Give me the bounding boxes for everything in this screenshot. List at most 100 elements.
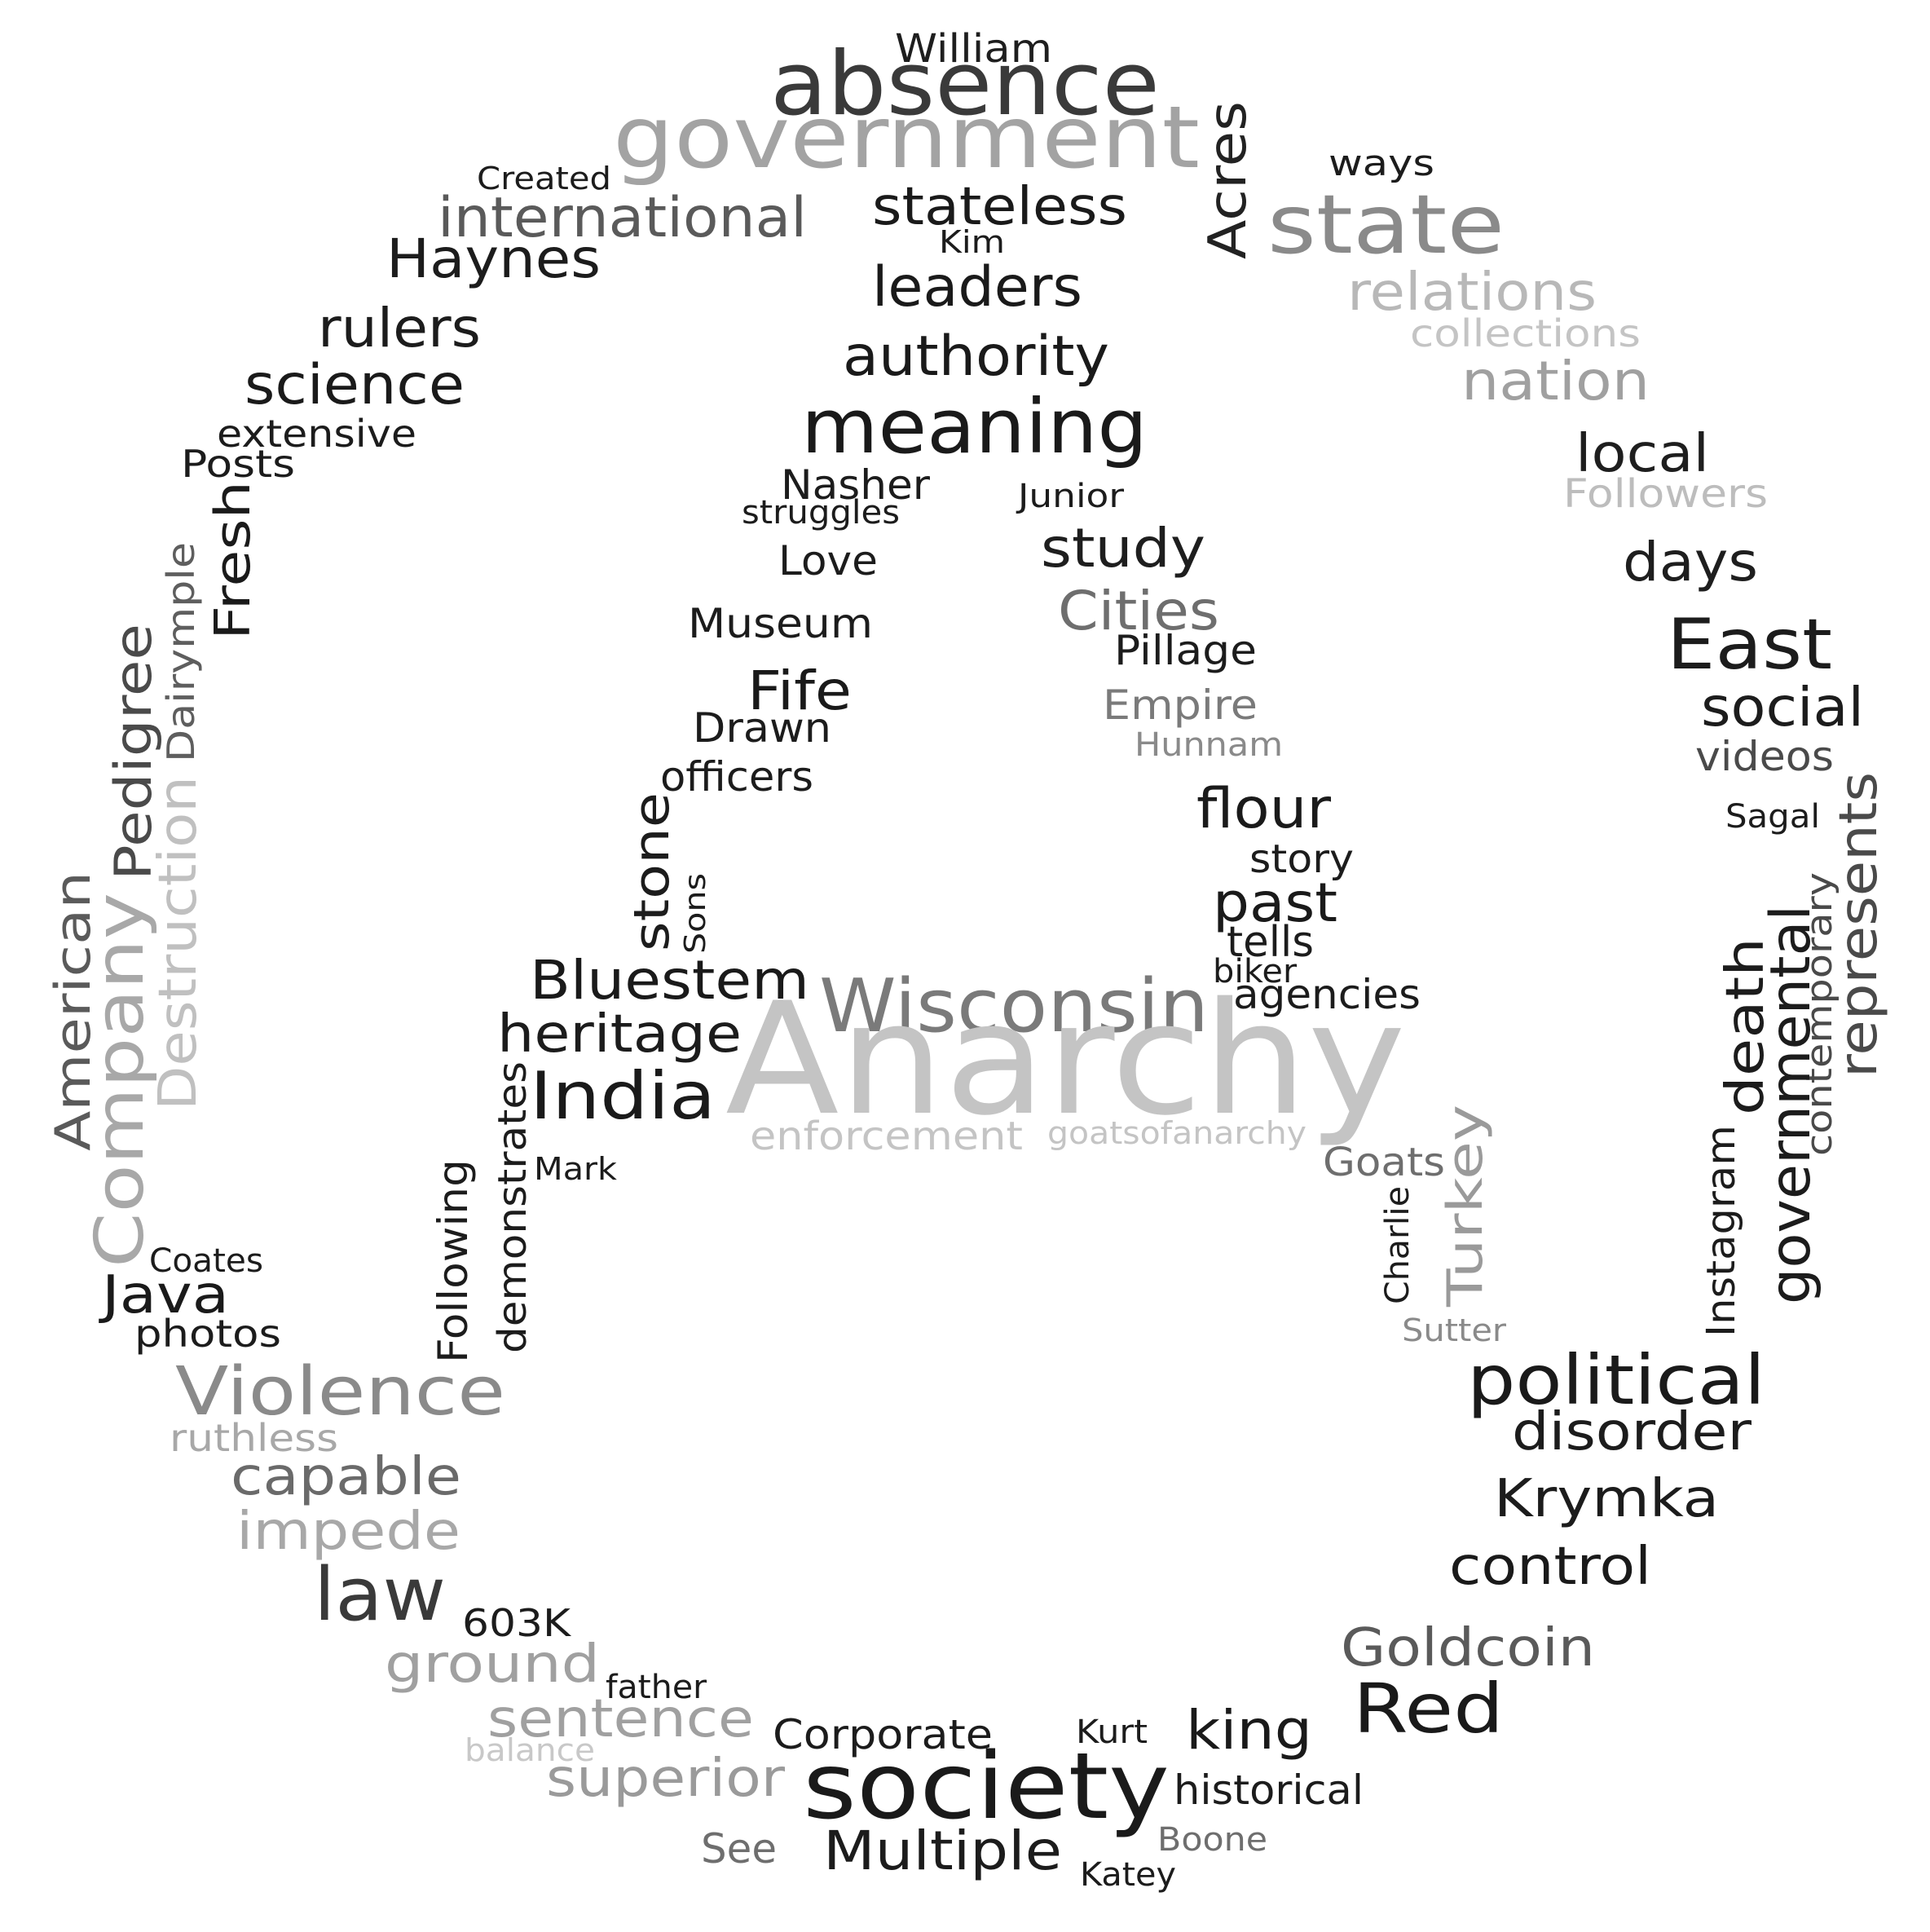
word-collections: collections	[1410, 311, 1641, 355]
word-international: international	[438, 186, 807, 250]
word-hunnam: Hunnam	[1135, 726, 1283, 764]
word-law: law	[314, 1552, 446, 1638]
word-company: Company	[82, 893, 159, 1268]
word-contemporary: contemporary	[1799, 872, 1840, 1156]
word-sutter: Sutter	[1402, 1312, 1506, 1348]
word-king: king	[1186, 1699, 1312, 1762]
word-death: death	[1716, 937, 1776, 1115]
word-american: American	[45, 871, 102, 1151]
word-governmental: governmental	[1759, 905, 1823, 1304]
word-enforcement: enforcement	[750, 1114, 1023, 1159]
word-impede: impede	[236, 1502, 460, 1562]
word-past: past	[1213, 871, 1337, 934]
word-state: state	[1267, 177, 1505, 272]
word-katey: Katey	[1080, 1856, 1176, 1894]
word-fife: Fife	[747, 659, 852, 722]
word-pedigree: Pedigree	[104, 624, 163, 880]
word-ground: ground	[385, 1634, 600, 1695]
word-goldcoin: Goldcoin	[1341, 1618, 1595, 1678]
word-mark: Mark	[534, 1151, 617, 1187]
word-demonstrates: demonstrates	[490, 1061, 535, 1353]
word-control: control	[1449, 1537, 1651, 1597]
word-java: Java	[98, 1265, 229, 1325]
word-leaders: leaders	[872, 255, 1082, 320]
word-india: India	[530, 1058, 716, 1134]
word-anarchy: Anarchy	[725, 969, 1406, 1149]
word-sagal: Sagal	[1725, 798, 1820, 836]
word-ways: ways	[1329, 143, 1434, 184]
word-empire: Empire	[1103, 681, 1258, 729]
word-videos: videos	[1695, 733, 1834, 780]
word-tells: tells	[1227, 918, 1314, 967]
word-absence: absence	[770, 33, 1160, 135]
word-disorder: disorder	[1512, 1402, 1752, 1462]
word-stateless: stateless	[872, 177, 1127, 237]
word-authority: authority	[843, 324, 1109, 389]
word-balance: balance	[465, 1732, 595, 1768]
word-political: political	[1467, 1340, 1765, 1420]
word-capable: capable	[231, 1447, 461, 1507]
word-agencies: agencies	[1233, 971, 1421, 1018]
word-stone: stone	[624, 792, 681, 951]
word-science: science	[245, 353, 465, 417]
word-drawn: Drawn	[693, 704, 831, 752]
word-nasher: Nasher	[781, 461, 930, 509]
word-posts: Posts	[181, 442, 295, 486]
word-destruction: Destruction	[148, 776, 209, 1110]
word-multiple: Multiple	[823, 1820, 1062, 1882]
word-social: social	[1701, 676, 1864, 739]
word-coates: Coates	[149, 1242, 263, 1280]
word-nation: nation	[1461, 350, 1650, 412]
word-krymka: Krymka	[1494, 1469, 1719, 1529]
word-corporate: Corporate	[773, 1711, 993, 1758]
word-turkey: Turkey	[1437, 1105, 1494, 1308]
word-instagram: Instagram	[1699, 1125, 1744, 1337]
word-boone: Boone	[1157, 1821, 1267, 1859]
word-study: study	[1041, 517, 1205, 580]
word-william: William	[895, 26, 1052, 72]
word-meaning: meaning	[801, 383, 1148, 470]
word-created: Created	[477, 161, 611, 196]
word-historical: historical	[1174, 1767, 1364, 1814]
word-sentence: sentence	[487, 1689, 754, 1749]
word-society: society	[803, 1734, 1170, 1840]
word-museum: Museum	[688, 600, 873, 647]
word-pillage: Pillage	[1114, 627, 1257, 674]
word-sons: Sons	[679, 873, 712, 954]
word-bluestem: Bluestem	[530, 949, 809, 1012]
word-goatsofanarchy: goatsofanarchy	[1047, 1115, 1306, 1151]
word-acres: Acres	[1198, 101, 1258, 259]
word-kim: Kim	[939, 224, 1005, 260]
word-superior: superior	[546, 1749, 786, 1809]
word-local: local	[1575, 424, 1709, 484]
word-haynes: Haynes	[386, 227, 601, 290]
word-extensive: extensive	[217, 412, 416, 456]
word-flour: flour	[1196, 777, 1331, 841]
word-red: Red	[1353, 1669, 1504, 1749]
word-rulers: rulers	[318, 297, 481, 359]
word-kurt: Kurt	[1076, 1714, 1148, 1751]
word-wisconsin: Wisconsin	[819, 964, 1209, 1049]
word-charlie: Charlie	[1379, 1186, 1417, 1304]
word-government: government	[613, 88, 1200, 187]
word-love: Love	[778, 537, 878, 584]
word-violence: Violence	[175, 1353, 505, 1431]
word-cities: Cities	[1058, 580, 1219, 642]
word-days: days	[1623, 531, 1758, 593]
word-east: East	[1667, 604, 1832, 686]
word-officers: officers	[660, 753, 813, 801]
word-represents: represents	[1829, 772, 1889, 1078]
word-relations: relations	[1347, 262, 1597, 323]
word-story: story	[1249, 836, 1354, 882]
word-goats: Goats	[1323, 1140, 1445, 1185]
word-father: father	[606, 1669, 707, 1706]
word-see: See	[701, 1825, 777, 1872]
word-junior: Junior	[1016, 478, 1125, 515]
word-photos: photos	[134, 1312, 281, 1356]
word-struggles: struggles	[742, 494, 900, 532]
word-dairymple: Dairymple	[159, 542, 203, 762]
word-fresh: Fresh	[205, 481, 262, 640]
word-603k: 603K	[462, 1601, 572, 1645]
word-ruthless: ruthless	[170, 1416, 338, 1460]
